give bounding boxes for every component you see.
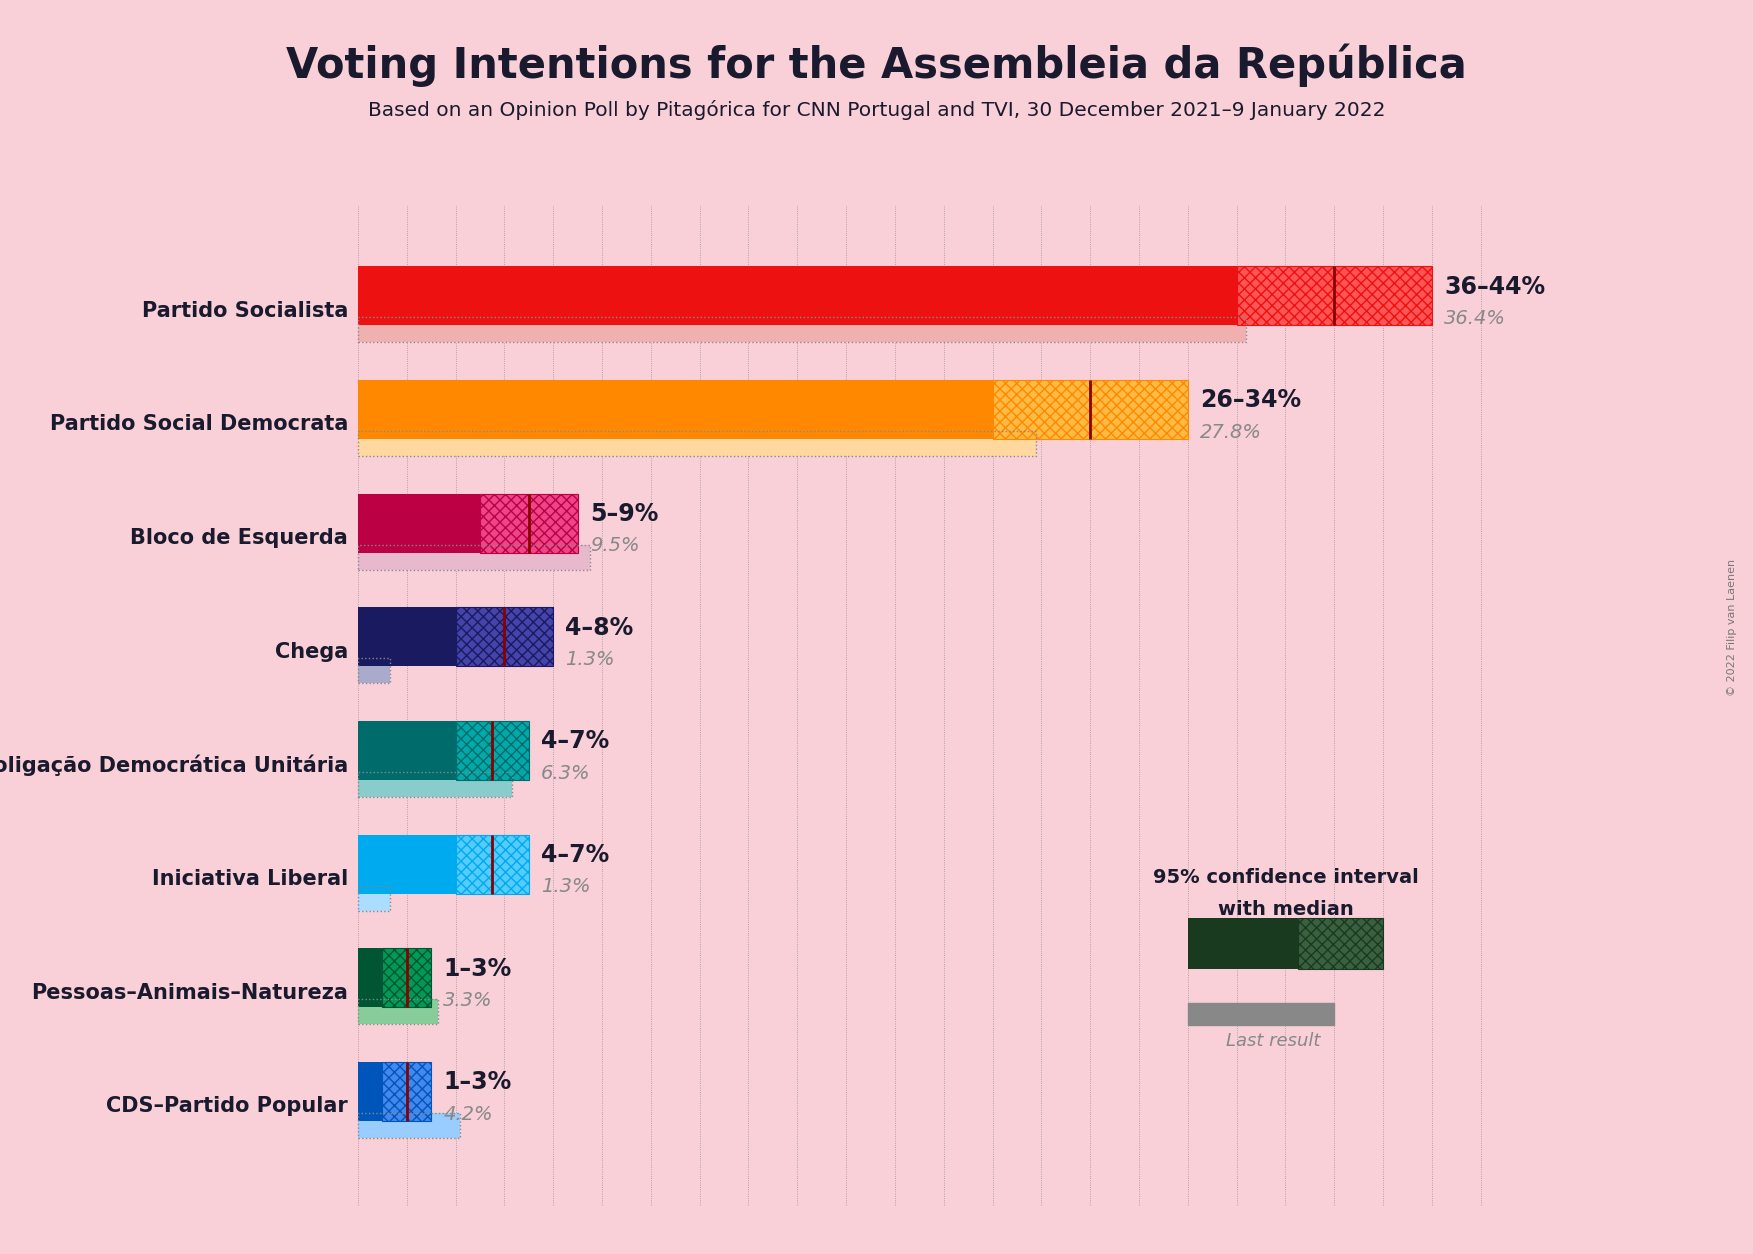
Text: 4.2%: 4.2% <box>444 1105 493 1124</box>
Text: 3.3%: 3.3% <box>444 991 493 1009</box>
Bar <box>358 772 512 798</box>
Text: 1–3%: 1–3% <box>444 957 512 981</box>
Bar <box>358 658 389 683</box>
Bar <box>382 948 431 1007</box>
Text: 4–7%: 4–7% <box>542 730 610 754</box>
Bar <box>358 1062 382 1121</box>
Text: with median: with median <box>1218 899 1353 919</box>
Bar <box>358 266 1236 325</box>
Bar <box>382 1062 431 1121</box>
Text: 1.3%: 1.3% <box>566 650 615 670</box>
Text: 27.8%: 27.8% <box>1201 423 1262 441</box>
Bar <box>358 1114 461 1137</box>
Text: 1–3%: 1–3% <box>444 1070 512 1095</box>
Bar <box>358 835 456 894</box>
Bar <box>358 999 438 1025</box>
Bar <box>358 948 382 1007</box>
Text: CDS–Partido Popular: CDS–Partido Popular <box>107 1096 349 1116</box>
Text: 95% confidence interval: 95% confidence interval <box>1152 868 1418 887</box>
Bar <box>358 544 589 569</box>
Bar <box>358 317 1246 342</box>
Text: Partido Socialista: Partido Socialista <box>142 301 349 321</box>
Bar <box>358 1114 461 1137</box>
Text: Chega: Chega <box>275 642 349 662</box>
Text: 1.3%: 1.3% <box>542 878 591 897</box>
Text: 9.5%: 9.5% <box>589 537 640 556</box>
Bar <box>992 380 1189 439</box>
Bar <box>1236 266 1432 325</box>
Text: Partido Social Democrata: Partido Social Democrata <box>49 414 349 434</box>
Bar <box>358 658 389 683</box>
Bar <box>358 607 456 666</box>
Text: Based on an Opinion Poll by Pitagórica for CNN Portugal and TVI, 30 December 202: Based on an Opinion Poll by Pitagórica f… <box>368 100 1385 120</box>
Bar <box>358 885 389 910</box>
Bar <box>358 544 589 569</box>
Text: 4–7%: 4–7% <box>542 843 610 867</box>
Text: Bloco de Esquerda: Bloco de Esquerda <box>130 528 349 548</box>
Text: 5–9%: 5–9% <box>589 502 657 527</box>
Bar <box>456 607 554 666</box>
Bar <box>358 494 480 553</box>
Text: Voting Intentions for the Assembleia da República: Voting Intentions for the Assembleia da … <box>286 44 1467 88</box>
Bar <box>1189 1003 1334 1026</box>
Bar <box>358 772 512 798</box>
Bar <box>456 721 529 780</box>
Text: 26–34%: 26–34% <box>1201 389 1301 413</box>
Text: © 2022 Filip van Laenen: © 2022 Filip van Laenen <box>1727 558 1737 696</box>
Bar <box>358 885 389 910</box>
Text: 36.4%: 36.4% <box>1444 308 1506 329</box>
Text: Iniciativa Liberal: Iniciativa Liberal <box>153 869 349 889</box>
Text: Coligação Democrática Unitária: Coligação Democrática Unitária <box>0 755 349 776</box>
Bar <box>358 317 1246 342</box>
Text: 4–8%: 4–8% <box>566 616 633 640</box>
Text: Pessoas–Animais–Natureza: Pessoas–Animais–Natureza <box>32 982 349 1002</box>
Bar <box>358 431 1036 456</box>
Text: Last result: Last result <box>1225 1032 1320 1051</box>
Bar <box>480 494 577 553</box>
Bar <box>358 380 992 439</box>
Bar <box>1297 918 1383 969</box>
Text: 36–44%: 36–44% <box>1444 275 1544 298</box>
Bar <box>358 721 456 780</box>
Bar <box>358 431 1036 456</box>
Text: 6.3%: 6.3% <box>542 764 591 782</box>
Bar <box>1189 918 1297 969</box>
Bar <box>358 999 438 1025</box>
Bar <box>456 835 529 894</box>
